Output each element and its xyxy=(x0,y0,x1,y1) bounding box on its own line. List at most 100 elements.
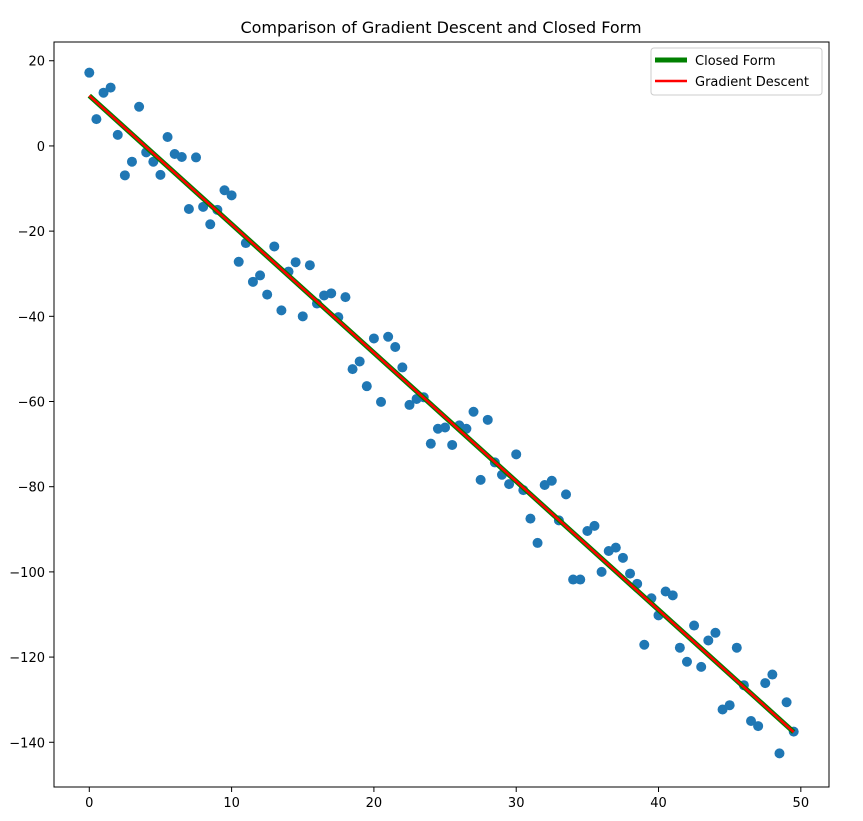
legend-label-gradient-descent: Gradient Descent xyxy=(695,75,809,90)
data-point xyxy=(255,270,266,281)
data-point xyxy=(447,439,458,450)
legend-label-closed-form: Closed Form xyxy=(695,54,776,69)
data-point xyxy=(625,568,636,579)
y-tick-label: −140 xyxy=(9,736,45,751)
data-point xyxy=(731,642,742,653)
plot-area xyxy=(84,67,799,759)
data-point xyxy=(176,152,187,163)
data-point xyxy=(84,67,95,78)
y-tick-label: −60 xyxy=(18,396,45,411)
data-point xyxy=(340,292,351,303)
data-point xyxy=(589,520,600,531)
data-point xyxy=(119,170,130,181)
data-point xyxy=(404,399,415,410)
data-point xyxy=(667,590,678,601)
data-point xyxy=(440,422,451,433)
data-point xyxy=(561,489,572,500)
data-point xyxy=(397,362,408,373)
data-point xyxy=(575,574,586,585)
data-point xyxy=(546,475,557,486)
data-point xyxy=(511,449,522,460)
data-point xyxy=(162,131,173,142)
data-point xyxy=(191,152,202,163)
data-point xyxy=(354,356,365,367)
data-point xyxy=(126,156,137,167)
data-point xyxy=(468,406,479,417)
data-point xyxy=(361,381,372,392)
data-point xyxy=(269,241,280,252)
data-point xyxy=(475,474,486,485)
data-point xyxy=(233,256,244,267)
data-point xyxy=(568,574,579,585)
data-point xyxy=(774,748,785,759)
axes-frame xyxy=(53,41,830,788)
data-point xyxy=(383,331,394,342)
data-point xyxy=(155,169,166,180)
data-point xyxy=(710,627,721,638)
data-point xyxy=(347,364,358,375)
data-point xyxy=(198,201,209,212)
data-point xyxy=(304,260,315,271)
data-point xyxy=(91,114,102,125)
data-point xyxy=(148,156,159,167)
y-tick-label: −100 xyxy=(9,566,45,581)
legend-box xyxy=(650,47,823,96)
x-tick-label: 0 xyxy=(85,796,93,811)
data-point xyxy=(226,190,237,201)
data-point xyxy=(760,678,771,689)
data-point xyxy=(617,552,628,563)
y-tick-label: 0 xyxy=(37,140,45,155)
data-point xyxy=(767,669,778,680)
data-point xyxy=(290,257,301,268)
gradient-descent-line xyxy=(88,94,795,733)
data-point xyxy=(425,438,436,449)
legend: Closed Form Gradient Descent xyxy=(650,47,823,96)
data-point xyxy=(98,87,109,98)
data-point xyxy=(582,525,593,536)
data-point xyxy=(205,219,216,230)
data-point xyxy=(276,305,287,316)
data-point xyxy=(696,661,707,672)
y-tick-label: −20 xyxy=(18,225,45,240)
chart-title: Comparison of Gradient Descent and Close… xyxy=(240,18,641,37)
y-tick-label: −80 xyxy=(18,481,45,496)
x-tick-label: 10 xyxy=(223,796,240,811)
x-tick-label: 20 xyxy=(366,796,383,811)
data-point xyxy=(674,642,685,653)
data-point xyxy=(262,289,273,300)
data-point xyxy=(105,82,116,93)
data-point xyxy=(326,288,337,299)
data-point xyxy=(639,639,650,650)
data-point xyxy=(746,715,757,726)
data-point xyxy=(753,721,764,732)
data-point xyxy=(482,414,493,425)
data-point xyxy=(390,341,401,352)
data-point xyxy=(368,333,379,344)
axes: 0 10 20 30 40 50 20 0 −20 −40 −60 −80 −100 −120 −140 xyxy=(9,41,830,811)
x-tick-label: 30 xyxy=(508,796,525,811)
x-tick-label: 50 xyxy=(793,796,810,811)
data-point xyxy=(781,697,792,708)
y-tick-label: 20 xyxy=(28,55,45,70)
data-point xyxy=(703,635,714,646)
data-point xyxy=(219,185,230,196)
data-point xyxy=(681,656,692,667)
data-point xyxy=(504,479,515,490)
data-point xyxy=(183,203,194,214)
data-point xyxy=(596,566,607,577)
data-point xyxy=(724,700,735,711)
x-tick-label: 40 xyxy=(650,796,667,811)
data-point xyxy=(134,101,145,112)
data-point xyxy=(525,513,536,524)
data-point xyxy=(112,129,123,140)
data-point xyxy=(689,620,700,631)
data-point xyxy=(532,537,543,548)
data-point xyxy=(610,542,621,553)
data-point xyxy=(376,396,387,407)
data-point xyxy=(297,311,308,322)
y-tick-label: −40 xyxy=(18,310,45,325)
data-point xyxy=(247,276,258,287)
y-tick-label: −120 xyxy=(9,651,45,666)
